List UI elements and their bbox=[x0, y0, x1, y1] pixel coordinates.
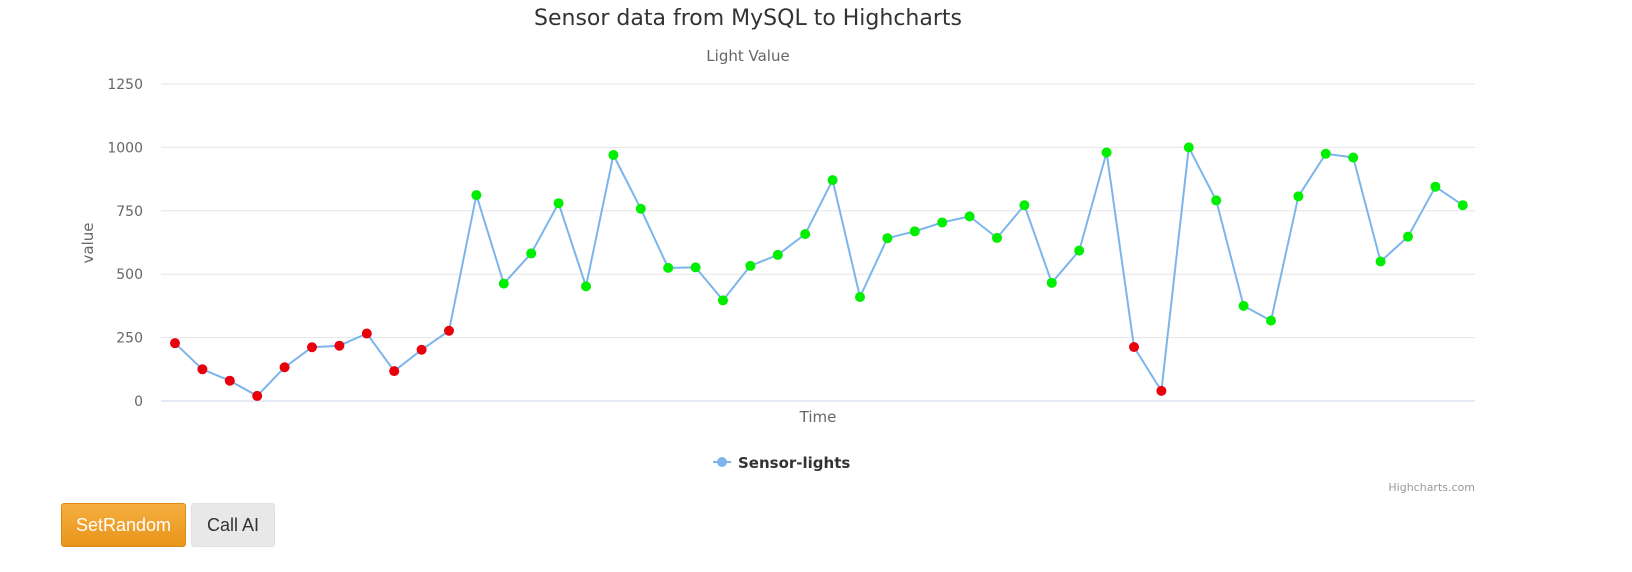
data-point[interactable] bbox=[964, 211, 975, 222]
data-point[interactable] bbox=[1293, 191, 1304, 202]
y-tick-label: 750 bbox=[116, 204, 143, 220]
data-point[interactable] bbox=[197, 364, 208, 375]
data-point[interactable] bbox=[1430, 181, 1441, 192]
y-tick-label: 0 bbox=[134, 394, 143, 410]
legend-marker-symbol bbox=[717, 457, 727, 467]
series-line bbox=[174, 146, 1464, 397]
chart-subtitle: Light Value bbox=[706, 47, 789, 65]
data-point[interactable] bbox=[937, 217, 948, 228]
data-point[interactable] bbox=[444, 325, 454, 336]
data-point[interactable] bbox=[361, 328, 372, 339]
y-tick-label: 250 bbox=[116, 331, 143, 347]
credits-link[interactable]: Highcharts.com bbox=[1388, 481, 1475, 494]
data-point[interactable] bbox=[882, 233, 893, 244]
data-point[interactable] bbox=[1129, 341, 1139, 352]
data-point[interactable] bbox=[909, 226, 920, 237]
data-point[interactable] bbox=[1320, 148, 1331, 159]
data-point[interactable] bbox=[690, 262, 701, 273]
x-axis-title: Time bbox=[799, 408, 837, 426]
data-point[interactable] bbox=[663, 262, 674, 273]
data-point[interactable] bbox=[827, 175, 838, 186]
data-point[interactable] bbox=[1046, 277, 1057, 288]
data-point[interactable] bbox=[1457, 200, 1468, 211]
y-axis-title: value bbox=[79, 223, 97, 264]
data-point[interactable] bbox=[1238, 300, 1249, 311]
data-point[interactable] bbox=[1403, 231, 1413, 242]
y-tick-label: 1000 bbox=[107, 140, 143, 156]
data-point[interactable] bbox=[498, 278, 509, 289]
data-point[interactable] bbox=[279, 362, 290, 373]
data-point[interactable] bbox=[471, 190, 482, 201]
data-point[interactable] bbox=[416, 344, 427, 355]
data-point[interactable] bbox=[1375, 256, 1386, 267]
data-point[interactable] bbox=[170, 338, 180, 349]
data-point[interactable] bbox=[1019, 200, 1030, 211]
chart: Sensor data from MySQL to Highcharts Lig… bbox=[79, 6, 1475, 494]
data-point[interactable] bbox=[855, 292, 865, 303]
call-ai-button[interactable]: Call AI bbox=[191, 503, 275, 547]
data-point[interactable] bbox=[1183, 142, 1194, 153]
gridlines bbox=[161, 83, 1475, 402]
data-point[interactable] bbox=[772, 249, 783, 260]
data-point[interactable] bbox=[334, 340, 345, 351]
data-point[interactable] bbox=[581, 281, 591, 292]
legend-label-sensor-lights[interactable]: Sensor-lights bbox=[738, 454, 850, 472]
data-point[interactable] bbox=[1074, 245, 1085, 256]
series-sensor-lights bbox=[170, 142, 1468, 401]
data-point[interactable] bbox=[553, 198, 564, 209]
data-point[interactable] bbox=[389, 366, 400, 377]
data-point[interactable] bbox=[1211, 195, 1222, 206]
legend[interactable]: Sensor-lights bbox=[713, 454, 850, 472]
chart-title: Sensor data from MySQL to Highcharts bbox=[534, 6, 962, 31]
y-axis-ticks: 0 250 500 750 1000 1250 bbox=[107, 77, 143, 410]
chart-svg: Sensor data from MySQL to Highcharts Lig… bbox=[79, 6, 1475, 494]
data-point[interactable] bbox=[1156, 385, 1167, 396]
data-point[interactable] bbox=[307, 342, 317, 353]
data-point[interactable] bbox=[992, 232, 1002, 243]
data-point[interactable] bbox=[635, 203, 646, 214]
data-point[interactable] bbox=[1101, 147, 1112, 158]
data-point[interactable] bbox=[745, 260, 756, 271]
data-point[interactable] bbox=[800, 229, 811, 240]
set-random-button[interactable]: SetRandom bbox=[61, 503, 186, 547]
data-point[interactable] bbox=[718, 295, 728, 306]
data-point[interactable] bbox=[1348, 152, 1359, 163]
data-point[interactable] bbox=[608, 150, 619, 161]
data-point[interactable] bbox=[224, 375, 235, 386]
data-point[interactable] bbox=[526, 248, 537, 259]
data-point[interactable] bbox=[1266, 315, 1276, 326]
data-point[interactable] bbox=[252, 390, 263, 401]
y-tick-label: 500 bbox=[116, 267, 143, 283]
y-tick-label: 1250 bbox=[107, 77, 143, 93]
